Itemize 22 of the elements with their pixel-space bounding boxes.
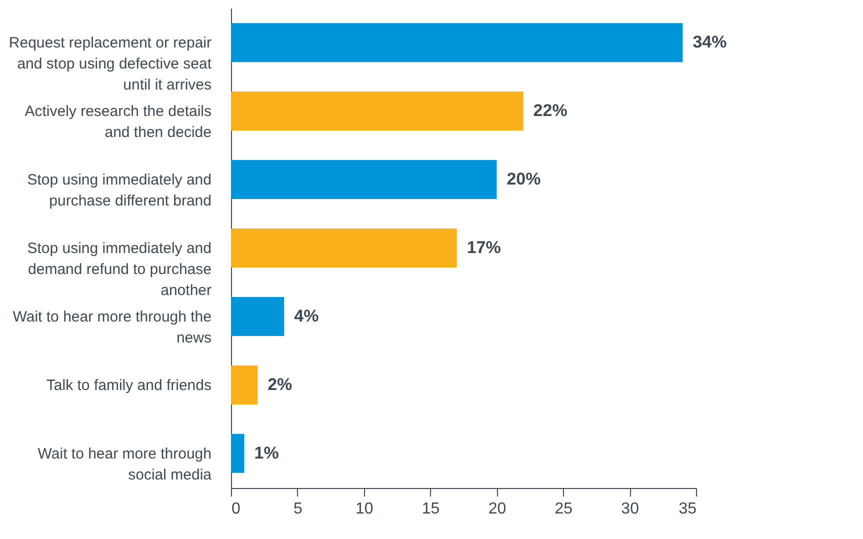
data-label: 34% [692, 32, 727, 52]
data-label: 17% [466, 238, 501, 257]
x-tick-label: 30 [621, 500, 640, 518]
data-label: 22% [533, 101, 568, 120]
x-tick-label: 15 [422, 500, 440, 518]
x-tick-label: 25 [554, 500, 573, 518]
x-tick-label: 20 [488, 500, 506, 518]
data-label: 20% [506, 170, 541, 189]
x-tick-label: 35 [678, 500, 697, 518]
x-tick-label: 10 [355, 500, 374, 518]
y-tick-label: Talk to family and friends [46, 376, 212, 394]
y-tick-label: Wait to hear more through social media [38, 445, 212, 484]
y-tick-label: Actively research the details and then decide [24, 103, 212, 142]
y-tick-label: Stop using immediately and demand refund to purchase another [27, 240, 212, 299]
y-tick-label: Stop using immediately and purchase different brand [27, 172, 212, 210]
x-tick-label: 0 [232, 500, 240, 518]
x-tick-label: 5 [293, 500, 302, 518]
y-tick-label: Wait to hear more through the news [12, 308, 212, 346]
data-label: 2% [268, 374, 292, 394]
data-label: 4% [294, 306, 319, 326]
data-label: 1% [254, 443, 279, 462]
y-tick-label: Request replacement or repair and stop using defective seat until it arrives [8, 34, 212, 94]
